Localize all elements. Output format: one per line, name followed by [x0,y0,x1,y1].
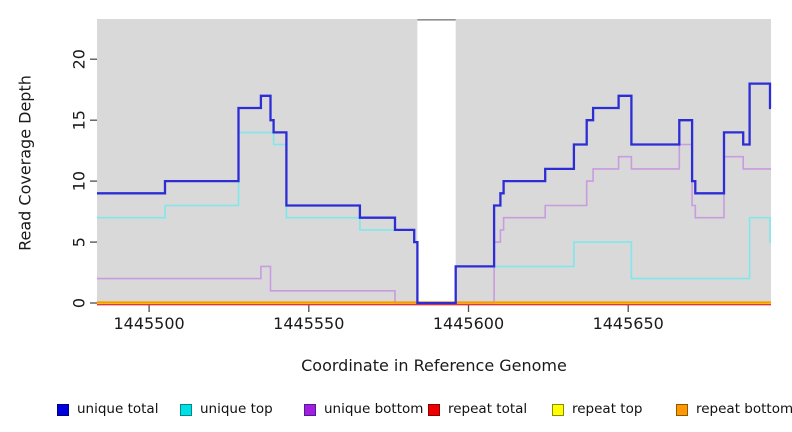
legend-item-repeat-top: repeat top [552,402,642,417]
legend-swatch-unique-bottom [304,403,316,416]
x-tick-label: 1445550 [273,314,344,333]
legend-swatch-repeat-top [552,403,564,416]
legend-item-unique-total: unique total [57,402,158,417]
x-tick-label: 1445650 [593,314,664,333]
x-axis-ticks: 1445500 1445550 1445600 1445650 [113,305,664,333]
series-line-unique-bottom [97,143,771,304]
legend-swatch-repeat-total [428,403,440,416]
legend-swatch-unique-total [57,403,69,416]
legend-item-unique-bottom: unique bottom [304,402,423,417]
x-axis-title: Coordinate in Reference Genome [301,356,567,375]
x-tick-label: 1445600 [433,314,504,333]
legend-label: repeat total [448,401,528,417]
y-axis-ticks: 0 5 10 15 20 [70,49,97,308]
y-axis-title: Read Coverage Depth [15,75,35,251]
legend-item-unique-top: unique top [180,402,273,417]
legend-swatch-repeat-bottom [676,403,688,416]
x-axis-title-row: Coordinate in Reference Genome [0,356,792,375]
legend-swatch-unique-top [180,403,192,416]
y-tick-label: 15 [70,110,89,130]
legend-item-repeat-total: repeat total [428,402,527,417]
legend-label: unique total [77,401,159,417]
legend-item-repeat-bottom: repeat bottom [676,402,792,417]
x-tick-label: 1445500 [113,314,184,333]
series-line-unique-total [97,82,772,305]
legend-label: unique top [200,401,273,417]
legend-label: repeat bottom [696,401,792,417]
y-tick-label: 20 [70,49,89,69]
y-tick-label: 0 [70,298,89,308]
y-tick-label: 10 [70,171,89,191]
y-tick-label: 5 [70,237,89,247]
zero-coverage-band [417,20,456,305]
legend-label: repeat top [572,401,643,417]
legend-label: unique bottom [324,401,424,417]
